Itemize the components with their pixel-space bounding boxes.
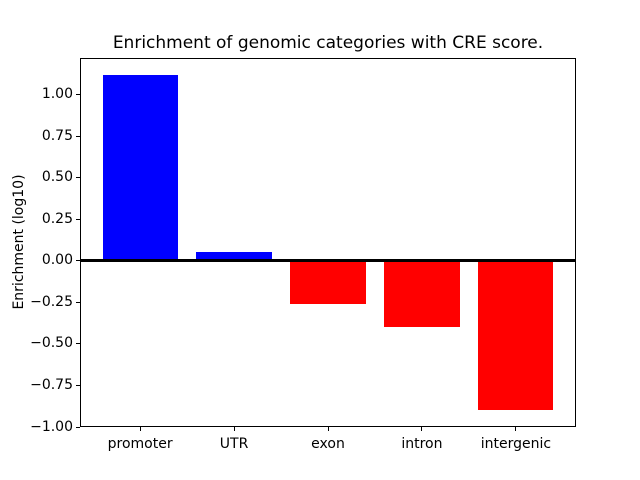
bar-UTR bbox=[196, 252, 272, 261]
y-tick-mark bbox=[76, 135, 80, 137]
x-tick-mark bbox=[139, 427, 141, 431]
y-tick-label: 0.25 bbox=[41, 210, 73, 227]
y-tick-mark bbox=[76, 94, 80, 96]
x-tick-label-intergenic: intergenic bbox=[480, 436, 552, 452]
y-tick-mark bbox=[76, 301, 80, 303]
x-tick-mark bbox=[233, 427, 235, 431]
y-tick-label: −1.00 bbox=[30, 418, 73, 435]
y-tick-mark bbox=[76, 426, 80, 428]
y-tick-label: 1.00 bbox=[41, 86, 73, 103]
x-tick-label-UTR: UTR bbox=[219, 436, 249, 452]
y-tick-label: −0.75 bbox=[30, 376, 73, 393]
y-tick-label: 0.00 bbox=[41, 252, 73, 269]
x-tick-label-exon: exon bbox=[311, 436, 345, 452]
y-tick-mark bbox=[76, 384, 80, 386]
bar-promoter bbox=[102, 74, 178, 261]
bar-intergenic bbox=[478, 260, 554, 411]
x-tick-label-intron: intron bbox=[401, 436, 443, 452]
y-tick-label: −0.25 bbox=[30, 293, 73, 310]
y-tick-label: −0.50 bbox=[30, 335, 73, 352]
y-tick-label: 0.75 bbox=[41, 127, 73, 144]
y-tick-mark bbox=[76, 218, 80, 220]
plot-area bbox=[80, 58, 576, 427]
bar-exon bbox=[290, 260, 366, 304]
bar-intron bbox=[384, 260, 460, 328]
y-tick-mark bbox=[76, 260, 80, 262]
zero-baseline bbox=[80, 259, 576, 263]
x-tick-mark bbox=[421, 427, 423, 431]
chart-title: Enrichment of genomic categories with CR… bbox=[112, 33, 544, 53]
y-tick-mark bbox=[76, 343, 80, 345]
y-axis-label: Enrichment (log10) bbox=[11, 174, 27, 310]
x-tick-label-promoter: promoter bbox=[107, 436, 173, 452]
x-tick-mark bbox=[327, 427, 329, 431]
y-tick-mark bbox=[76, 177, 80, 179]
x-tick-mark bbox=[515, 427, 517, 431]
y-tick-label: 0.50 bbox=[41, 169, 73, 186]
